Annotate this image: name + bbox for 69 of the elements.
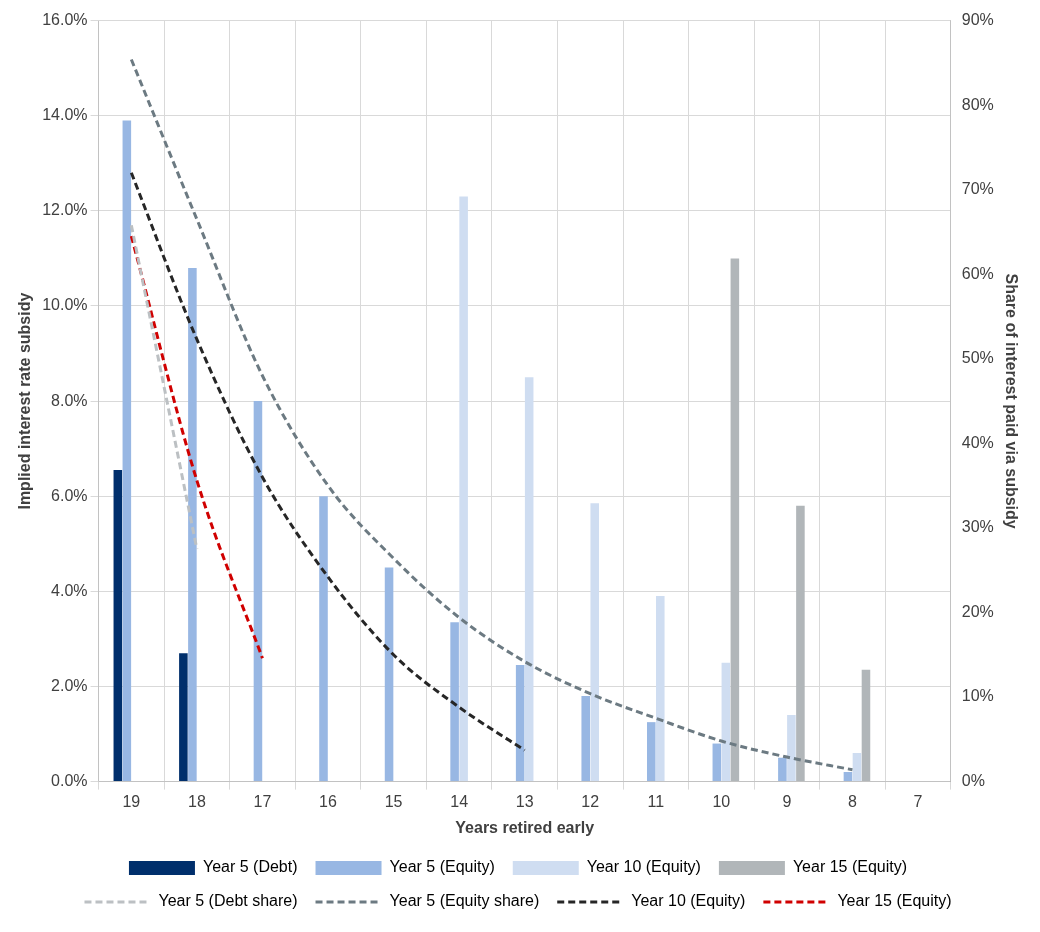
y2-tick-label: 60% xyxy=(961,264,994,282)
bar xyxy=(730,258,740,782)
x-tick-label: 14 xyxy=(450,792,469,810)
bar xyxy=(712,743,722,782)
y2-tick-label: 70% xyxy=(961,180,994,198)
bar xyxy=(515,665,525,782)
y-tick-label: 0.0% xyxy=(51,772,88,790)
y-tick-label: 8.0% xyxy=(51,391,88,409)
bar xyxy=(524,377,534,782)
x-tick-label: 18 xyxy=(188,792,206,810)
bar xyxy=(796,505,805,782)
y2-tick-label: 50% xyxy=(961,349,994,367)
legend-label: Year 10 (Equity) xyxy=(586,858,701,876)
bar xyxy=(188,267,197,782)
x-tick-label: 16 xyxy=(319,792,338,810)
bar xyxy=(852,753,862,782)
y-axis-title: Implied interest rate subsidy xyxy=(16,292,34,510)
x-axis-title: Years retired early xyxy=(455,818,595,836)
bar xyxy=(778,757,787,782)
legend-label: Year 5 (Equity) xyxy=(389,858,495,876)
x-tick-label: 7 xyxy=(913,792,923,810)
legend-label: Year 5 (Debt) xyxy=(202,858,298,876)
bar xyxy=(646,722,656,782)
bar xyxy=(590,503,600,782)
y-tick-label: 2.0% xyxy=(51,676,88,694)
y2-tick-label: 90% xyxy=(961,11,994,29)
y2-tick-label: 0% xyxy=(961,772,985,790)
bar xyxy=(384,567,394,782)
y2-tick-label: 30% xyxy=(961,518,994,536)
bar xyxy=(721,662,731,782)
legend-label: Year 15 (Equity) xyxy=(837,892,952,910)
bar xyxy=(787,715,796,782)
legend-label: Year 5 (Equity share) xyxy=(389,892,540,910)
x-tick-label: 11 xyxy=(647,792,665,810)
bar xyxy=(861,669,871,782)
bar xyxy=(450,622,459,782)
y2-axis-title: Share of interest paid via subsidy xyxy=(1002,273,1020,529)
y-tick-label: 12.0% xyxy=(42,201,88,219)
x-tick-label: 8 xyxy=(847,792,857,810)
line-series xyxy=(129,171,527,752)
x-tick-label: 15 xyxy=(384,792,403,810)
x-tick-label: 17 xyxy=(253,792,272,810)
legend-label: Year 10 (Equity) xyxy=(631,892,746,910)
y2-tick-label: 80% xyxy=(961,95,994,113)
bar xyxy=(113,470,123,782)
bar xyxy=(253,401,263,782)
y-tick-label: 4.0% xyxy=(51,581,88,599)
x-tick-label: 19 xyxy=(122,792,141,810)
x-tick-label: 10 xyxy=(712,792,731,810)
bar xyxy=(179,653,188,782)
bar xyxy=(319,496,328,782)
bar xyxy=(843,772,853,782)
x-tick-label: 13 xyxy=(515,792,534,810)
y2-tick-label: 40% xyxy=(961,433,994,451)
y2-tick-label: 10% xyxy=(961,687,994,705)
y-tick-label: 6.0% xyxy=(51,486,88,504)
bar xyxy=(122,120,132,782)
legend-label: Year 15 (Equity) xyxy=(792,858,908,876)
y-tick-label: 10.0% xyxy=(42,296,88,314)
x-tick-label: 12 xyxy=(581,792,600,810)
bar xyxy=(656,596,665,782)
bar xyxy=(459,196,468,782)
x-tick-label: 9 xyxy=(782,792,792,810)
y-tick-label: 14.0% xyxy=(42,106,88,124)
y2-tick-label: 20% xyxy=(961,602,994,620)
bar xyxy=(581,695,590,782)
line-series xyxy=(129,58,854,772)
legend-label: Year 5 (Debt share) xyxy=(158,892,298,910)
y-tick-label: 16.0% xyxy=(42,11,88,29)
